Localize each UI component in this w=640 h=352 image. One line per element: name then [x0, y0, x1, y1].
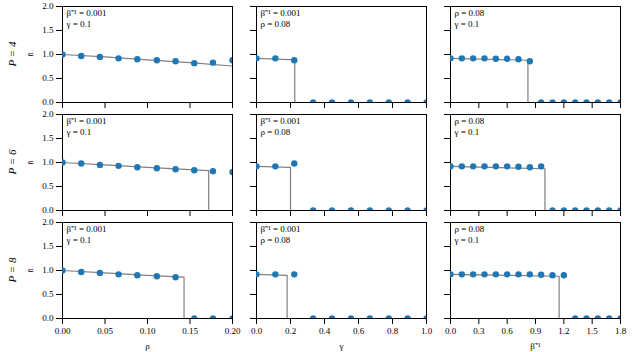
svg-text:1.5: 1.5	[42, 241, 54, 251]
svg-text:ρ: ρ	[145, 341, 150, 351]
svg-text:0.20: 0.20	[225, 326, 241, 336]
svg-text:1.8: 1.8	[615, 326, 627, 336]
svg-text:ρ = 0.08: ρ = 0.08	[261, 127, 291, 137]
svg-text:0.6: 0.6	[502, 326, 514, 336]
svg-text:n̄: n̄	[25, 268, 35, 273]
svg-text:1.0: 1.0	[42, 157, 54, 167]
svg-text:1.0: 1.0	[421, 326, 433, 336]
svg-text:ρ = 0.08: ρ = 0.08	[261, 235, 291, 245]
svg-text:0.4: 0.4	[319, 326, 331, 336]
svg-text:0.9: 0.9	[530, 326, 542, 336]
svg-text:β̃⁻¹ = 0.001: β̃⁻¹ = 0.001	[261, 8, 301, 18]
svg-text:β̃⁻¹ = 0.001: β̃⁻¹ = 0.001	[67, 8, 107, 18]
svg-text:γ: γ	[339, 341, 344, 351]
svg-text:0.0: 0.0	[42, 205, 54, 215]
svg-text:β̃⁻¹ = 0.001: β̃⁻¹ = 0.001	[67, 224, 107, 234]
svg-text:1.5: 1.5	[42, 133, 54, 143]
html-text:P = 8: P = 8	[6, 257, 18, 283]
html-text:P = 4: P = 4	[6, 41, 18, 67]
svg-text:0.5: 0.5	[42, 289, 54, 299]
svg-text:0.2: 0.2	[285, 326, 296, 336]
svg-text:0.3: 0.3	[473, 326, 485, 336]
svg-text:1.5: 1.5	[587, 326, 599, 336]
svg-text:0.0: 0.0	[251, 326, 263, 336]
svg-text:2.0: 2.0	[42, 1, 54, 11]
svg-text:ρ = 0.08: ρ = 0.08	[455, 224, 485, 234]
svg-text:γ = 0.1: γ = 0.1	[66, 127, 92, 137]
svg-text:0.0: 0.0	[42, 97, 54, 107]
svg-text:γ = 0.1: γ = 0.1	[454, 127, 480, 137]
svg-text:n̄: n̄	[25, 52, 35, 57]
svg-text:β̃⁻¹ = 0.001: β̃⁻¹ = 0.001	[261, 224, 301, 234]
svg-text:β̃⁻¹: β̃⁻¹	[530, 341, 541, 351]
svg-text:0.0: 0.0	[42, 313, 54, 323]
svg-text:1.5: 1.5	[42, 25, 54, 35]
svg-text:1.0: 1.0	[42, 49, 54, 59]
svg-text:0.5: 0.5	[42, 73, 54, 83]
svg-text:β̃⁻¹ = 0.001: β̃⁻¹ = 0.001	[261, 116, 301, 126]
svg-text:0.10: 0.10	[140, 326, 156, 336]
svg-text:γ = 0.1: γ = 0.1	[66, 235, 92, 245]
svg-text:1.2: 1.2	[558, 326, 569, 336]
svg-text:γ = 0.1: γ = 0.1	[454, 235, 480, 245]
svg-text:2.0: 2.0	[42, 217, 54, 227]
svg-text:n̄: n̄	[25, 160, 35, 165]
svg-text:0.6: 0.6	[353, 326, 365, 336]
svg-text:ρ = 0.08: ρ = 0.08	[455, 116, 485, 126]
svg-text:0.5: 0.5	[42, 181, 54, 191]
svg-text:0.8: 0.8	[387, 326, 399, 336]
svg-text:0.05: 0.05	[97, 326, 113, 336]
svg-text:β̃⁻¹ = 0.001: β̃⁻¹ = 0.001	[67, 116, 107, 126]
svg-text:ρ = 0.08: ρ = 0.08	[455, 8, 485, 18]
html-text:P = 6: P = 6	[6, 149, 18, 175]
svg-text:γ = 0.1: γ = 0.1	[66, 19, 92, 29]
svg-text:0.15: 0.15	[182, 326, 198, 336]
svg-text:1.0: 1.0	[42, 265, 54, 275]
svg-text:2.0: 2.0	[42, 109, 54, 119]
svg-text:0.0: 0.0	[445, 326, 457, 336]
svg-text:γ = 0.1: γ = 0.1	[454, 19, 480, 29]
svg-text:ρ = 0.08: ρ = 0.08	[261, 19, 291, 29]
svg-text:0.00: 0.00	[55, 326, 71, 336]
